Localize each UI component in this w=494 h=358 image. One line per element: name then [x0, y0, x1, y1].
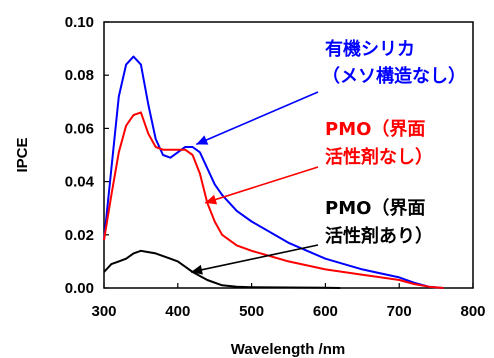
x-tick-label: 500 — [239, 303, 264, 320]
series-line-pmo-no-surfactant — [103, 111, 444, 289]
y-tick-label: 0.00 — [65, 280, 94, 297]
annotation-text: （メソ構造なし） — [322, 65, 466, 87]
x-tick-label: 600 — [313, 303, 338, 320]
x-tick-label: 300 — [91, 303, 116, 320]
annotation-text: PMO（界面 — [325, 119, 425, 140]
y-tick-label: 0.02 — [65, 227, 94, 244]
y-tick-label: 0.10 — [65, 14, 94, 31]
annotation-arrow-line — [204, 166, 319, 204]
annotation-text: 活性剤あり） — [325, 225, 433, 247]
axis-ticks: 300 400 500 600 700 800 0.00 0.02 0.04 0.06 0.08 0.… — [65, 14, 486, 320]
series-layer — [103, 55, 444, 289]
series-line-organosilica — [103, 55, 444, 289]
x-tick-label: 700 — [387, 303, 412, 320]
x-tick-label: 400 — [165, 303, 190, 320]
y-tick-label: 0.06 — [65, 120, 94, 137]
x-axis-label: Wavelength /nm — [231, 341, 345, 358]
annotation-text: PMO（界面 — [325, 198, 425, 219]
annotation-arrow-line — [195, 91, 319, 146]
series-line-pmo-with-surfactant — [103, 249, 341, 289]
x-tick-label: 800 — [460, 303, 485, 320]
annotation-arrow-head — [205, 194, 218, 205]
annotation-text: 有機シリカ — [325, 38, 415, 60]
annotation-text: 活性剤なし） — [325, 146, 433, 168]
annotation-arrow-head — [191, 264, 203, 275]
y-axis-label: IPCE — [14, 137, 31, 172]
annotation-arrow-head — [196, 135, 209, 145]
y-tick-label: 0.08 — [65, 67, 94, 84]
y-tick-label: 0.04 — [65, 174, 95, 191]
annotation-arrow-line — [190, 244, 319, 273]
